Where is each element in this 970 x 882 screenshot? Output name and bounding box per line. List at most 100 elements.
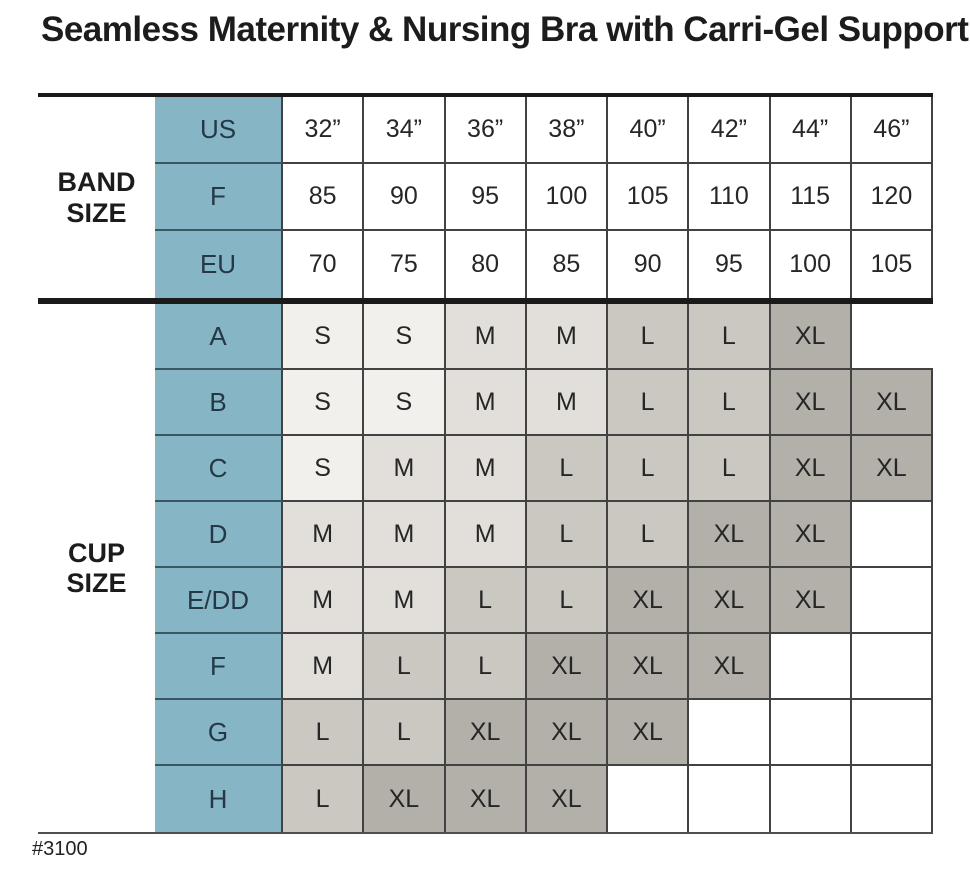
band-value-cell: 90 (608, 231, 690, 298)
band-value-cell: 42” (689, 97, 771, 164)
cup-value-cell: L (526, 568, 608, 634)
cup-row-header-d: D (155, 502, 283, 568)
style-number: #3100 (32, 838, 88, 860)
cup-value-cell (851, 568, 933, 634)
cup-value-cell: M (283, 634, 365, 700)
section-divider-rule (38, 298, 933, 304)
cup-value-cell (770, 766, 852, 832)
cup-value-cell: L (445, 634, 527, 700)
cup-value-cell: XL (689, 568, 771, 634)
band-value-cell: 34” (364, 97, 446, 164)
cup-value-cell: M (445, 502, 527, 568)
cup-value-cell: M (445, 370, 527, 436)
cup-value-cell: L (364, 634, 446, 700)
band-value-cell: 44” (770, 97, 852, 164)
cup-value-cell: M (364, 502, 446, 568)
cup-value-cell: XL (770, 370, 852, 436)
cup-value-cell: XL (770, 436, 852, 502)
cup-value-cell (851, 634, 933, 700)
cup-value-cell: XL (689, 502, 771, 568)
cup-value-cell: S (283, 370, 365, 436)
cup-value-cell (689, 766, 771, 832)
cup-value-cell: XL (364, 766, 446, 832)
cup-value-cell: XL (445, 766, 527, 832)
cup-value-cell: L (283, 766, 365, 832)
cup-value-cell: L (364, 700, 446, 766)
band-value-cell: 85 (283, 164, 365, 231)
cup-value-cell: XL (608, 568, 690, 634)
cup-value-cell: M (445, 304, 527, 370)
cup-row-header-g: G (155, 700, 283, 766)
cup-row-header-c: C (155, 436, 283, 502)
cup-value-cell: XL (445, 700, 527, 766)
page-title: Seamless Maternity & Nursing Bra with Ca… (41, 10, 969, 49)
cup-value-cell: XL (608, 634, 690, 700)
band-value-cell: 115 (770, 164, 852, 231)
cup-value-cell: M (445, 436, 527, 502)
cup-value-cell (770, 634, 852, 700)
band-value-cell: 90 (364, 164, 446, 231)
band-value-cell: 95 (445, 164, 527, 231)
cup-value-cell: S (283, 436, 365, 502)
cup-value-cell: S (364, 370, 446, 436)
cup-value-cell: L (689, 370, 771, 436)
cup-value-cell: M (364, 436, 446, 502)
cup-value-cell (851, 502, 933, 568)
cup-value-cell: XL (526, 700, 608, 766)
cup-value-cell: S (364, 304, 446, 370)
band-value-cell: 70 (283, 231, 365, 298)
size-chart-table: BAND SIZE CUP SIZE US 32” 34” 36” 38” 40” 42” 4… (38, 93, 933, 834)
cup-row-header-b: B (155, 370, 283, 436)
cup-value-cell: XL (770, 304, 852, 370)
cup-value-cell: L (608, 502, 690, 568)
band-value-cell: 105 (851, 231, 933, 298)
cup-size-section-label: CUP SIZE (66, 537, 127, 598)
cup-value-cell: XL (526, 766, 608, 832)
cup-value-cell: M (283, 568, 365, 634)
cup-row-header-h: H (155, 766, 283, 832)
band-value-cell: 75 (364, 231, 446, 298)
table-bottom-rule (38, 832, 933, 834)
cup-value-cell: L (526, 436, 608, 502)
band-value-cell: 80 (445, 231, 527, 298)
cup-value-cell: L (608, 436, 690, 502)
cup-value-cell: M (283, 502, 365, 568)
band-value-cell: 100 (770, 231, 852, 298)
cup-value-cell: M (526, 370, 608, 436)
cup-value-cell: S (283, 304, 365, 370)
cup-value-cell: L (608, 304, 690, 370)
cup-value-cell: XL (770, 502, 852, 568)
cup-value-cell: XL (770, 568, 852, 634)
cup-value-cell: L (445, 568, 527, 634)
band-row-header-us: US (155, 97, 283, 164)
cup-value-cell (689, 700, 771, 766)
cup-value-cell: L (689, 304, 771, 370)
band-value-cell: 105 (608, 164, 690, 231)
cup-value-cell (851, 700, 933, 766)
cup-value-cell (851, 304, 933, 370)
band-value-cell: 100 (526, 164, 608, 231)
cup-value-cell: M (526, 304, 608, 370)
cup-row-header-e-dd: E/DD (155, 568, 283, 634)
band-row-header-eu: EU (155, 231, 283, 298)
cup-value-cell: L (608, 370, 690, 436)
cup-value-cell: XL (608, 700, 690, 766)
band-value-cell: 120 (851, 164, 933, 231)
cup-value-cell (608, 766, 690, 832)
cup-value-cell: L (526, 502, 608, 568)
band-row-header-f: F (155, 164, 283, 231)
band-value-cell: 46” (851, 97, 933, 164)
cup-value-cell (851, 766, 933, 832)
cup-row-header-f: F (155, 634, 283, 700)
cup-value-cell: M (364, 568, 446, 634)
band-value-cell: 32” (283, 97, 365, 164)
cup-value-cell: XL (851, 370, 933, 436)
band-value-cell: 85 (526, 231, 608, 298)
cup-value-cell (770, 700, 852, 766)
band-size-section-label: BAND SIZE (57, 167, 136, 228)
band-value-cell: 38” (526, 97, 608, 164)
cup-value-cell: XL (526, 634, 608, 700)
band-value-cell: 110 (689, 164, 771, 231)
cup-value-cell: L (689, 436, 771, 502)
